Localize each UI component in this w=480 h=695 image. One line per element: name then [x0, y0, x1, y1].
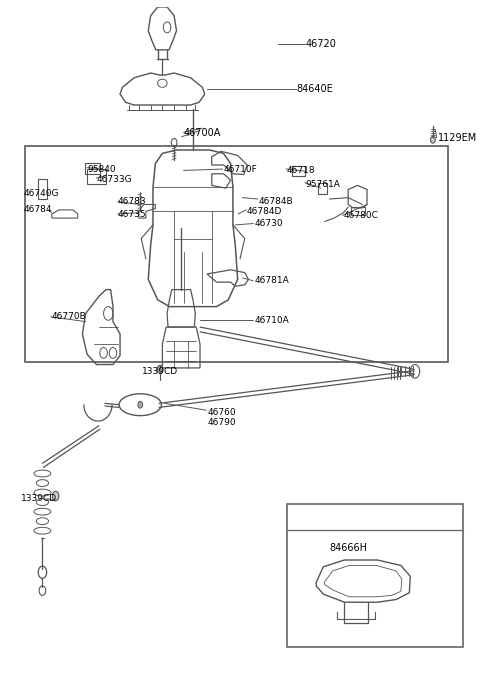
- Text: 46735: 46735: [118, 209, 146, 218]
- Text: 46740G: 46740G: [24, 189, 59, 198]
- Text: 84666H: 84666H: [329, 543, 367, 553]
- Text: 95761A: 95761A: [306, 179, 341, 188]
- Text: 46700A: 46700A: [184, 128, 221, 138]
- Text: 46720: 46720: [306, 40, 337, 49]
- Circle shape: [431, 136, 435, 143]
- Text: 46780C: 46780C: [344, 211, 378, 220]
- Text: 1339CD: 1339CD: [142, 367, 178, 376]
- Text: 46760: 46760: [207, 408, 236, 417]
- Text: 46718: 46718: [287, 166, 316, 175]
- Text: 46783: 46783: [118, 197, 146, 206]
- Text: 1339CD: 1339CD: [21, 494, 58, 503]
- Circle shape: [52, 491, 59, 500]
- Text: 84640E: 84640E: [297, 83, 333, 94]
- Text: 46710A: 46710A: [254, 316, 289, 325]
- Text: 46784: 46784: [24, 206, 52, 215]
- Text: 1129EM: 1129EM: [438, 133, 477, 142]
- Text: 46784D: 46784D: [247, 207, 282, 215]
- Text: 46733G: 46733G: [96, 174, 132, 183]
- Circle shape: [157, 365, 163, 373]
- Text: 46730: 46730: [254, 219, 283, 228]
- Text: 46710F: 46710F: [224, 165, 257, 174]
- Text: 95840: 95840: [87, 165, 116, 174]
- Text: 46770B: 46770B: [52, 312, 86, 321]
- Text: 46781A: 46781A: [254, 276, 289, 285]
- Circle shape: [138, 401, 143, 408]
- Text: 46790: 46790: [207, 418, 236, 427]
- Text: 46784B: 46784B: [259, 197, 293, 206]
